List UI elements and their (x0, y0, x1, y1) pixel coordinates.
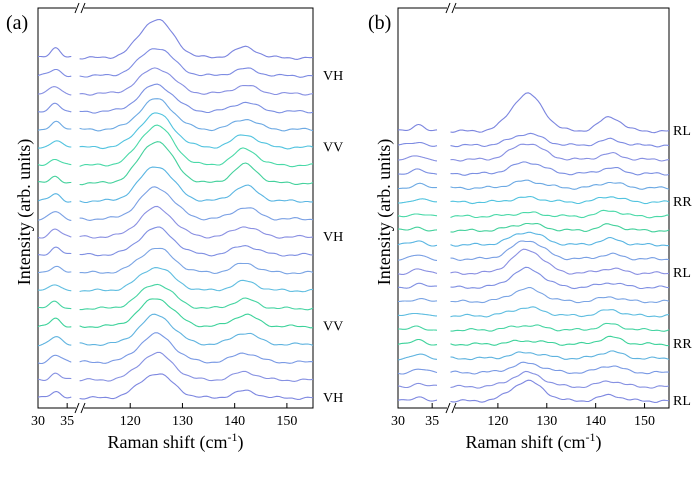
spectrum-trace-1 (397, 379, 670, 403)
spectrum-trace-14 (37, 124, 314, 168)
spectrum-trace-9 (397, 266, 670, 290)
x-axis-label-exponent: -1 (227, 430, 237, 444)
axis-break-mark (445, 402, 451, 414)
spectrum-trace-16 (37, 98, 314, 132)
axis-break-mark (80, 2, 86, 14)
spectrum-trace-16 (397, 179, 670, 190)
spectrum-trace-10 (37, 205, 314, 239)
spectrum-trace-20 (397, 92, 670, 134)
spectrum-trace-12 (37, 166, 313, 204)
spectrum-trace-3 (37, 332, 314, 365)
spectrum-trace-8 (397, 286, 670, 304)
polarization-label: RL (673, 124, 691, 139)
x-tick-label: 140 (224, 414, 245, 429)
spectrum-trace-13 (397, 222, 670, 233)
polarization-label: RL (673, 394, 691, 409)
spectrum-trace-8 (37, 247, 314, 275)
spectrum-trace-20 (37, 18, 314, 60)
x-axis-label-exponent: -1 (585, 430, 595, 444)
spectrum-trace-18 (397, 143, 670, 162)
spectrum-trace-1 (37, 373, 314, 400)
polarization-label: VV (323, 140, 343, 155)
spectrum-trace-2 (397, 370, 670, 389)
spectrum-trace-18 (37, 67, 314, 96)
axis-break-mark (74, 402, 80, 414)
spectrum-trace-11 (37, 186, 314, 221)
polarization-label: RR (673, 195, 692, 210)
polarization-label: VH (323, 69, 343, 84)
plot-frame (37, 7, 314, 409)
spectrum-trace-13 (37, 141, 314, 186)
x-tick-label: 130 (536, 414, 557, 429)
x-tick-label: 30 (31, 414, 45, 429)
x-axis-label: Raman shift (cm-1) (466, 430, 602, 453)
axis-break-mask (76, 3, 84, 13)
x-axis-label-main: Raman shift (cm (108, 432, 228, 453)
spectrum-trace-17 (397, 161, 670, 176)
spectrum-trace-5 (37, 298, 314, 329)
x-tick-label: 120 (120, 414, 141, 429)
x-tick-label: 130 (172, 414, 193, 429)
spectrum-trace-12 (397, 231, 669, 247)
spectrum-trace-7 (37, 267, 314, 293)
x-tick-label: 150 (276, 414, 297, 429)
spectrum-trace-11 (397, 240, 670, 261)
spectrum-trace-9 (37, 226, 314, 257)
x-tick-label: 30 (391, 414, 405, 429)
polarization-label: RR (673, 337, 692, 352)
spectrum-trace-14 (397, 209, 670, 219)
panel-label: (b) (368, 12, 391, 34)
panel-label: (a) (6, 12, 28, 34)
spectrum-trace-15 (397, 195, 670, 205)
spectrum-trace-15 (37, 112, 314, 150)
plot-frame (397, 7, 670, 409)
x-axis-label-main: Raman shift (cm (466, 432, 586, 453)
panel-a: VH VV VH VV VH 30 35 120 130 140 150 Raman shift (c… (6, 2, 343, 453)
x-axis-label-close: ) (237, 432, 243, 453)
spectrum-trace-6 (397, 322, 670, 332)
x-tick-label: 35 (425, 414, 439, 429)
x-axis-label: Raman shift (cm-1) (108, 430, 244, 453)
spectrum-trace-19 (397, 132, 670, 148)
spectrum-trace-17 (37, 83, 314, 114)
y-axis-label: Intensity (arb. units) (374, 139, 395, 285)
axis-break-mask (447, 403, 455, 413)
spectrum-trace-5 (397, 335, 670, 347)
spectrum-trace-19 (37, 48, 314, 78)
polarization-label: VV (323, 319, 343, 334)
spectrum-trace-4 (37, 313, 314, 347)
spectrum-trace-3 (397, 361, 670, 375)
x-tick-label: 150 (634, 414, 655, 429)
x-tick-label: 35 (60, 414, 74, 429)
polarization-label: RL (673, 266, 691, 281)
axis-break-mask (76, 403, 84, 413)
panel-b: RL RR RL RR RL 30 35 120 130 140 150 Raman shift (c… (368, 2, 692, 453)
x-tick-label: 120 (487, 414, 508, 429)
spectrum-trace-4 (397, 350, 670, 361)
polarization-label: VH (323, 391, 343, 406)
axis-break-mark (80, 402, 86, 414)
spectrum-trace-2 (37, 351, 314, 382)
spectrum-trace-7 (397, 306, 670, 318)
spectrum-trace-6 (37, 283, 314, 311)
axis-break-mark (451, 402, 457, 414)
spectrum-trace-10 (397, 248, 670, 275)
y-axis-label: Intensity (arb. units) (14, 139, 35, 285)
axis-break-mask (447, 3, 455, 13)
x-tick-label: 140 (585, 414, 606, 429)
polarization-label: VH (323, 230, 343, 245)
axis-break-mark (74, 2, 80, 14)
x-axis-label-close: ) (595, 432, 601, 453)
axis-break-mark (451, 2, 457, 14)
axis-break-mark (445, 2, 451, 14)
